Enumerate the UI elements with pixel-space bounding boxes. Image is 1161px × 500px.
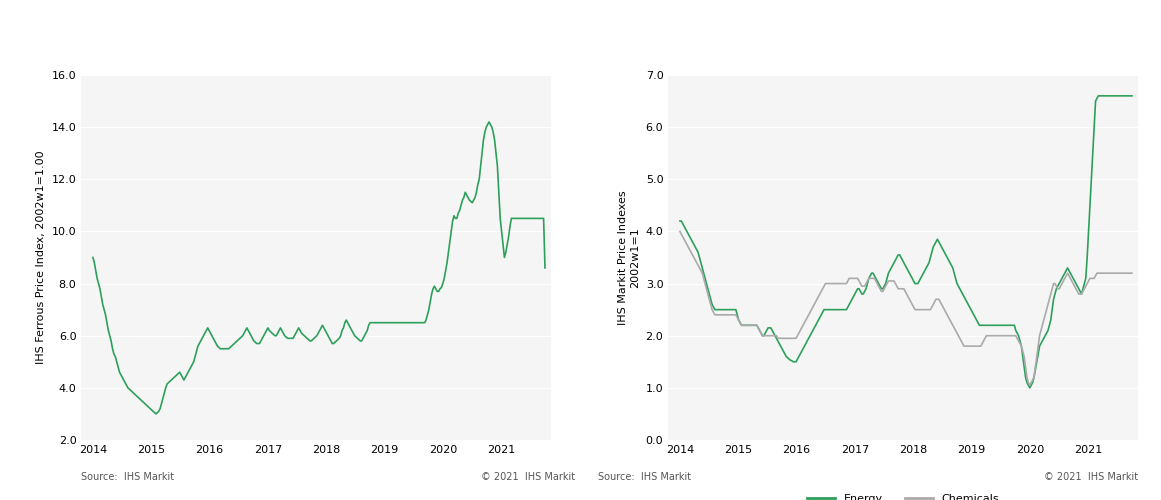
Energy — [1011, 332, 1025, 338]
Energy — [673, 218, 687, 224]
Chemicals — [1125, 270, 1139, 276]
Line: Chemicals: Chemicals — [680, 232, 1132, 385]
Chemicals — [978, 336, 991, 342]
Text: Source:  IHS Markit: Source: IHS Markit — [81, 472, 174, 482]
Energy — [1058, 270, 1072, 276]
Text: Ferrous prices: Ferrous prices — [91, 51, 203, 65]
Legend: Energy, Chemicals: Energy, Chemicals — [802, 490, 1003, 500]
Energy — [738, 322, 752, 328]
Chemicals — [1058, 276, 1072, 281]
Chemicals — [794, 325, 808, 331]
Energy — [1023, 385, 1037, 391]
Chemicals — [1023, 382, 1037, 388]
Y-axis label: IHS Markit Price Indexes
2002w1=1: IHS Markit Price Indexes 2002w1=1 — [619, 190, 640, 325]
Line: Energy: Energy — [680, 96, 1132, 388]
Text: Source:  IHS Markit: Source: IHS Markit — [598, 472, 691, 482]
Chemicals — [738, 322, 752, 328]
Energy — [794, 348, 808, 354]
Text: © 2021  IHS Markit: © 2021 IHS Markit — [481, 472, 575, 482]
Chemicals — [1011, 338, 1025, 344]
Y-axis label: IHS Ferrous Price Index, 2002w1=1.00: IHS Ferrous Price Index, 2002w1=1.00 — [36, 150, 46, 364]
Chemicals — [673, 228, 687, 234]
Energy — [1125, 93, 1139, 99]
Energy — [1091, 93, 1105, 99]
Text: Energy and chemicals: Energy and chemicals — [678, 51, 849, 65]
Energy — [1099, 93, 1113, 99]
Text: © 2021  IHS Markit: © 2021 IHS Markit — [1044, 472, 1138, 482]
Chemicals — [1098, 270, 1112, 276]
Energy — [978, 322, 991, 328]
